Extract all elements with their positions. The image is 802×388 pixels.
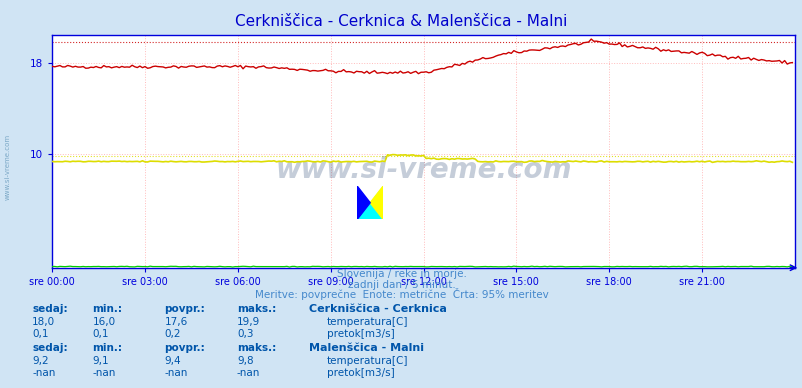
Text: 9,2: 9,2: [32, 356, 49, 366]
Text: 0,1: 0,1: [32, 329, 49, 339]
Text: pretok[m3/s]: pretok[m3/s]: [326, 367, 394, 378]
Text: sedaj:: sedaj:: [32, 343, 67, 353]
Text: min.:: min.:: [92, 304, 122, 314]
Polygon shape: [370, 186, 383, 219]
Text: www.si-vreme.com: www.si-vreme.com: [5, 134, 11, 200]
Text: 9,8: 9,8: [237, 356, 253, 366]
Text: temperatura[C]: temperatura[C]: [326, 317, 407, 327]
Text: -nan: -nan: [32, 367, 55, 378]
Text: maks.:: maks.:: [237, 304, 276, 314]
Polygon shape: [357, 186, 370, 219]
Text: 16,0: 16,0: [92, 317, 115, 327]
Text: zadnji dan / 5 minut.: zadnji dan / 5 minut.: [347, 280, 455, 290]
Text: pretok[m3/s]: pretok[m3/s]: [326, 329, 394, 339]
Text: 0,3: 0,3: [237, 329, 253, 339]
Text: -nan: -nan: [237, 367, 260, 378]
Text: Meritve: povprečne  Enote: metrične  Črta: 95% meritev: Meritve: povprečne Enote: metrične Črta:…: [254, 288, 548, 300]
Text: 0,2: 0,2: [164, 329, 181, 339]
Text: povpr.:: povpr.:: [164, 343, 205, 353]
Text: www.si-vreme.com: www.si-vreme.com: [275, 156, 571, 184]
Text: temperatura[C]: temperatura[C]: [326, 356, 407, 366]
Text: 19,9: 19,9: [237, 317, 260, 327]
Text: Cerkniščica - Cerknica & Malenščica - Malni: Cerkniščica - Cerknica & Malenščica - Ma…: [235, 14, 567, 29]
Text: 9,1: 9,1: [92, 356, 109, 366]
Text: 9,4: 9,4: [164, 356, 181, 366]
Text: -nan: -nan: [164, 367, 188, 378]
Text: Cerkniščica - Cerknica: Cerkniščica - Cerknica: [309, 304, 447, 314]
Polygon shape: [357, 186, 383, 219]
Text: 18,0: 18,0: [32, 317, 55, 327]
Text: Malenščica - Malni: Malenščica - Malni: [309, 343, 423, 353]
Text: 0,1: 0,1: [92, 329, 109, 339]
Text: povpr.:: povpr.:: [164, 304, 205, 314]
Text: maks.:: maks.:: [237, 343, 276, 353]
Text: min.:: min.:: [92, 343, 122, 353]
Text: 17,6: 17,6: [164, 317, 188, 327]
Text: -nan: -nan: [92, 367, 115, 378]
Text: sedaj:: sedaj:: [32, 304, 67, 314]
Text: Slovenija / reke in morje.: Slovenija / reke in morje.: [336, 269, 466, 279]
